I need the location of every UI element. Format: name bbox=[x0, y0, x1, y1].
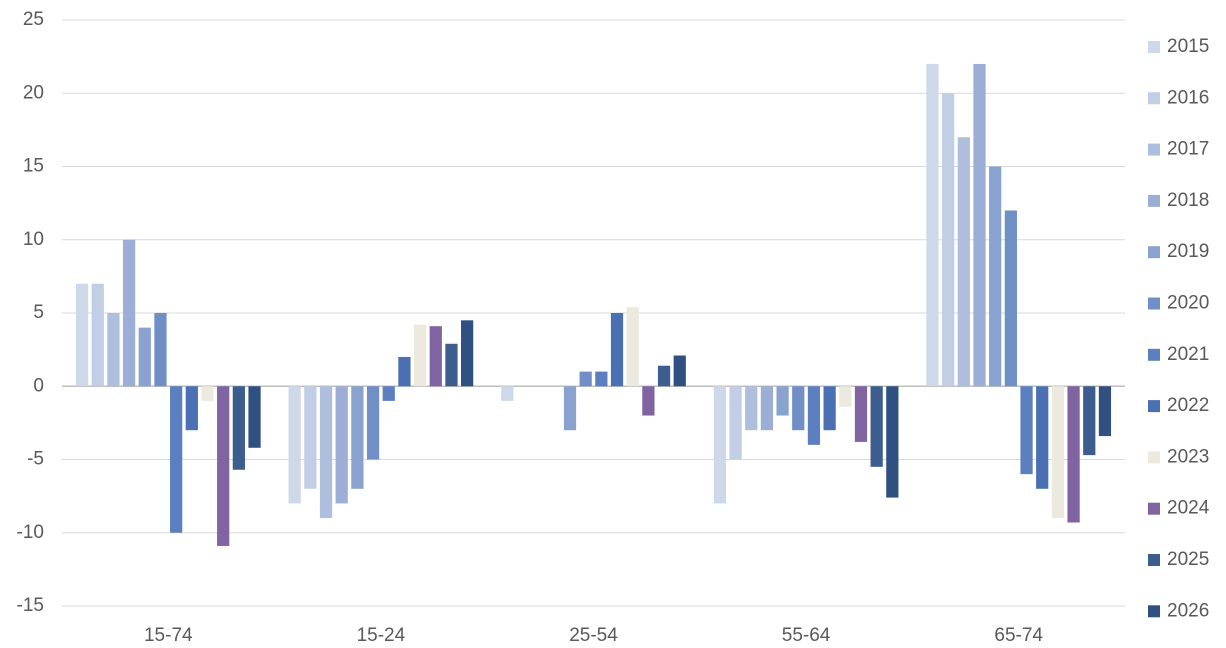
y-tick-label: 5 bbox=[33, 302, 44, 323]
bar bbox=[201, 386, 214, 401]
legend-swatch bbox=[1148, 246, 1160, 259]
bar bbox=[1067, 386, 1080, 523]
bar bbox=[1051, 386, 1065, 519]
legend-swatch bbox=[1148, 502, 1160, 515]
bar bbox=[595, 371, 608, 387]
bar bbox=[807, 386, 821, 445]
bar bbox=[217, 386, 230, 546]
bar bbox=[870, 386, 883, 467]
bar bbox=[1083, 386, 1096, 456]
bar bbox=[107, 313, 120, 387]
bar bbox=[610, 313, 624, 387]
legend-swatch bbox=[1148, 92, 1160, 105]
bar bbox=[926, 63, 939, 387]
bar bbox=[626, 307, 639, 387]
legend-label: 2015 bbox=[1167, 36, 1209, 57]
bar bbox=[957, 137, 970, 387]
bar bbox=[854, 386, 868, 442]
bar bbox=[760, 386, 774, 431]
bar bbox=[973, 63, 986, 387]
bar bbox=[839, 386, 852, 407]
y-tick-label: 20 bbox=[23, 82, 44, 103]
bar bbox=[382, 386, 395, 401]
y-tick-label: 15 bbox=[23, 156, 44, 177]
legend-label: 2026 bbox=[1167, 600, 1209, 621]
legend-swatch bbox=[1148, 297, 1160, 310]
y-tick-label: 25 bbox=[23, 9, 44, 30]
bar bbox=[1020, 386, 1033, 475]
bar bbox=[288, 386, 301, 504]
x-tick-label: 65-74 bbox=[994, 625, 1043, 646]
legend-label: 2019 bbox=[1167, 241, 1209, 262]
bar bbox=[170, 386, 183, 533]
bar bbox=[91, 283, 104, 387]
bar bbox=[413, 324, 427, 387]
legend-swatch bbox=[1148, 194, 1160, 207]
bar bbox=[304, 386, 317, 489]
bar bbox=[886, 386, 899, 498]
bar bbox=[319, 386, 333, 519]
legend-label: 2020 bbox=[1167, 293, 1209, 314]
bar bbox=[445, 343, 458, 387]
bar bbox=[398, 356, 411, 387]
legend-label: 2025 bbox=[1167, 549, 1209, 570]
bar bbox=[154, 313, 167, 387]
bar bbox=[185, 386, 198, 431]
bar bbox=[657, 365, 671, 387]
x-tick-label: 15-74 bbox=[144, 625, 193, 646]
bar bbox=[232, 386, 245, 470]
bar bbox=[138, 327, 151, 387]
legend-swatch bbox=[1148, 348, 1160, 361]
legend-swatch bbox=[1148, 41, 1160, 53]
bar bbox=[823, 386, 836, 431]
legend-swatch bbox=[1148, 400, 1160, 413]
bar bbox=[248, 386, 261, 448]
bar bbox=[366, 386, 380, 460]
legend-swatch bbox=[1148, 554, 1160, 566]
x-tick-label: 25-54 bbox=[569, 625, 618, 646]
legend-swatch bbox=[1148, 143, 1160, 156]
bar bbox=[563, 386, 577, 431]
bar bbox=[429, 326, 442, 387]
legend-swatch bbox=[1148, 605, 1160, 618]
bar bbox=[75, 283, 89, 387]
bar bbox=[713, 386, 726, 504]
bar bbox=[1036, 386, 1049, 489]
bar bbox=[745, 386, 758, 431]
legend-label: 2016 bbox=[1167, 87, 1209, 108]
bar bbox=[942, 93, 955, 387]
legend-label: 2023 bbox=[1167, 446, 1209, 467]
legend-label: 2024 bbox=[1167, 498, 1210, 519]
bar bbox=[461, 320, 474, 387]
x-tick-label: 15-24 bbox=[357, 625, 406, 646]
bar bbox=[122, 239, 136, 387]
legend-label: 2021 bbox=[1167, 344, 1209, 365]
bar bbox=[792, 386, 805, 431]
legend-swatch bbox=[1148, 451, 1160, 464]
y-tick-label: -15 bbox=[17, 595, 44, 616]
legend-label: 2017 bbox=[1167, 139, 1209, 160]
y-tick-label: 0 bbox=[33, 375, 44, 396]
bar bbox=[579, 371, 592, 387]
y-tick-label: -10 bbox=[17, 522, 44, 543]
bar bbox=[776, 386, 789, 416]
x-tick-label: 55-64 bbox=[782, 625, 831, 646]
bar bbox=[1004, 210, 1017, 387]
legend-label: 2018 bbox=[1167, 190, 1209, 211]
bar bbox=[989, 166, 1002, 387]
legend-label: 2022 bbox=[1167, 395, 1209, 416]
bar bbox=[673, 355, 686, 387]
bar bbox=[1098, 386, 1112, 437]
bar bbox=[642, 386, 655, 416]
bar bbox=[335, 386, 348, 504]
bar bbox=[501, 386, 514, 401]
bar bbox=[351, 386, 364, 489]
y-tick-label: -5 bbox=[27, 449, 44, 470]
y-tick-label: 10 bbox=[23, 229, 44, 250]
bar bbox=[729, 386, 742, 460]
